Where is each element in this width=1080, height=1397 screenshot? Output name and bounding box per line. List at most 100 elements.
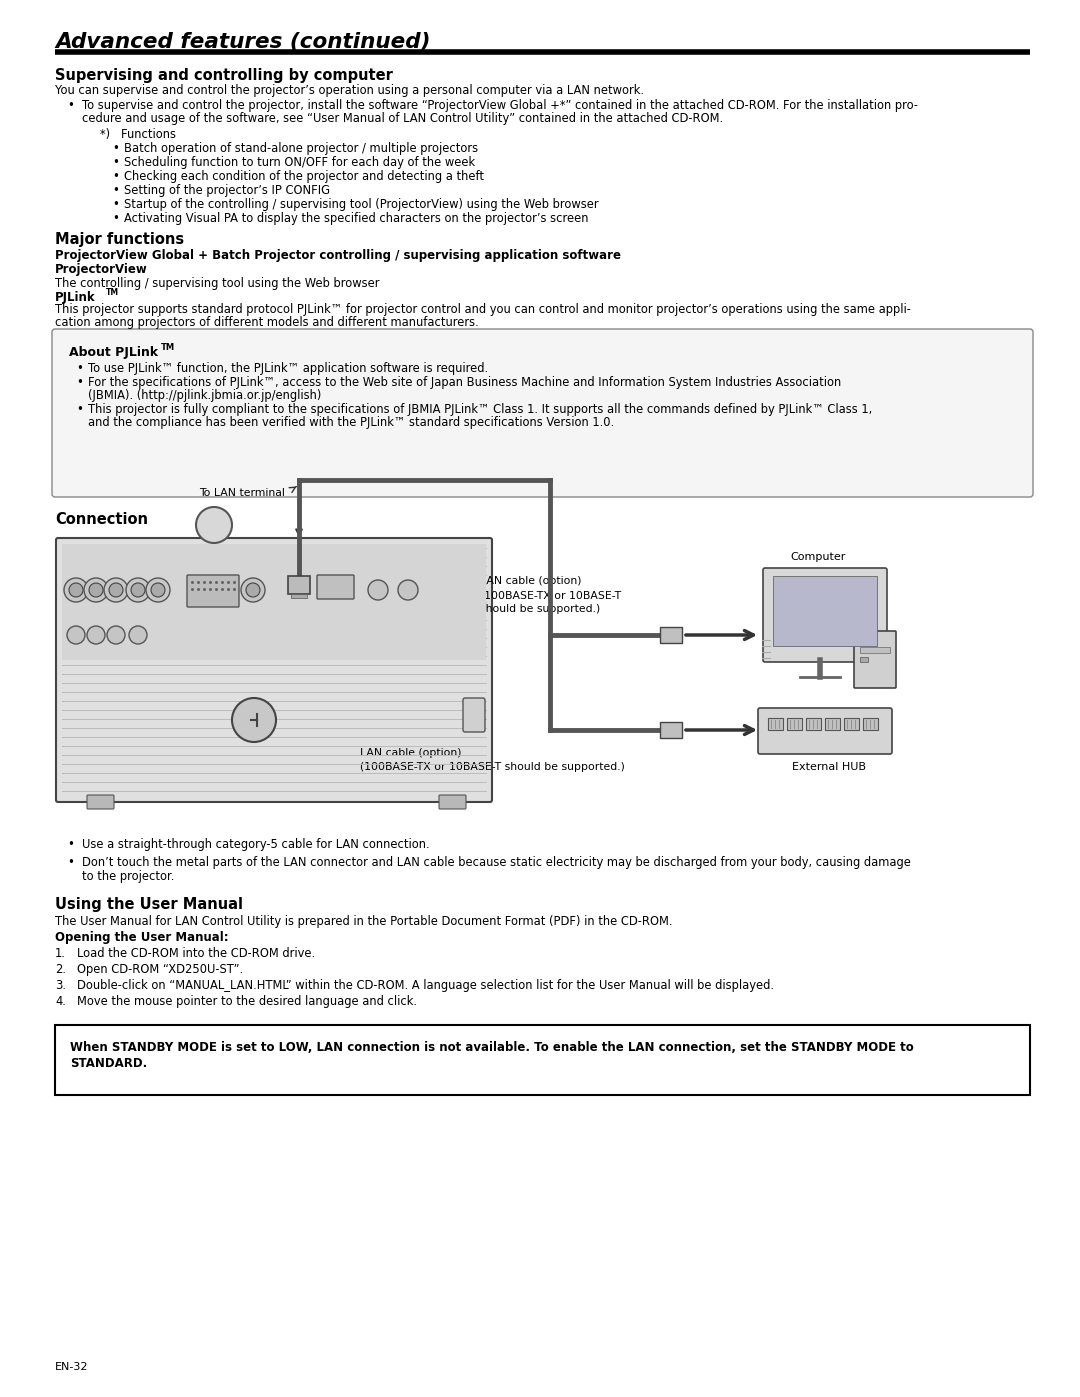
Circle shape [104, 578, 129, 602]
Text: •: • [76, 376, 83, 388]
Text: IN 1: IN 1 [153, 620, 165, 624]
Text: Load the CD-ROM into the CD-ROM drive.: Load the CD-ROM into the CD-ROM drive. [77, 947, 315, 960]
Text: 2.: 2. [55, 963, 66, 977]
Text: To supervise and control the projector, install the software “ProjectorView Glob: To supervise and control the projector, … [82, 99, 918, 112]
Circle shape [67, 626, 85, 644]
FancyBboxPatch shape [806, 718, 821, 731]
Circle shape [109, 583, 123, 597]
Text: VIDEO IN: VIDEO IN [113, 620, 141, 624]
Text: •: • [112, 142, 119, 155]
Text: Connection: Connection [55, 511, 148, 527]
FancyBboxPatch shape [854, 631, 896, 687]
Text: Opening the User Manual:: Opening the User Manual: [55, 930, 229, 944]
Circle shape [232, 698, 276, 742]
Text: MONITOR OUT: MONITOR OUT [198, 620, 243, 624]
Text: should be supported.): should be supported.) [480, 604, 600, 615]
Bar [62, 543, 486, 659]
Text: 3.: 3. [55, 979, 66, 992]
Circle shape [246, 583, 260, 597]
Circle shape [64, 578, 87, 602]
Text: The controlling / supervising tool using the Web browser: The controlling / supervising tool using… [55, 277, 379, 291]
Text: cedure and usage of the software, see “User Manual of LAN Control Utility” conta: cedure and usage of the software, see “U… [82, 112, 724, 124]
Text: The User Manual for LAN Control Utility is prepared in the Portable Document For: The User Manual for LAN Control Utility … [55, 915, 673, 928]
Bar [291, 594, 307, 598]
FancyBboxPatch shape [187, 576, 239, 608]
Circle shape [129, 626, 147, 644]
Text: •: • [112, 170, 119, 183]
Text: NORMAL: NORMAL [273, 620, 300, 624]
Text: ProjectorView: ProjectorView [55, 263, 148, 277]
Text: To use PJLink™ function, the PJLink™ application software is required.: To use PJLink™ function, the PJLink™ app… [87, 362, 488, 374]
Circle shape [241, 578, 265, 602]
Bar [660, 722, 681, 738]
Text: Scheduling function to turn ON/OFF for each day of the week: Scheduling function to turn ON/OFF for e… [124, 156, 475, 169]
Text: LAN cable (option): LAN cable (option) [360, 747, 461, 759]
FancyBboxPatch shape [463, 698, 485, 732]
Text: Setting of the projector’s IP CONFIG: Setting of the projector’s IP CONFIG [124, 184, 330, 197]
Text: Double-click on “MANUAL_LAN.HTML” within the CD-ROM. A language selection list f: Double-click on “MANUAL_LAN.HTML” within… [77, 979, 774, 992]
Circle shape [151, 583, 165, 597]
Text: •: • [76, 362, 83, 374]
Text: Using the User Manual: Using the User Manual [55, 897, 243, 912]
Text: (100BASE-TX or 10BASE-T should be supported.): (100BASE-TX or 10BASE-T should be suppor… [360, 761, 625, 773]
Text: Checking each condition of the projector and detecting a theft: Checking each condition of the projector… [124, 170, 484, 183]
Text: •: • [76, 402, 83, 416]
FancyBboxPatch shape [438, 795, 465, 809]
Text: COMPUTER: COMPUTER [323, 552, 357, 557]
Text: •: • [112, 212, 119, 225]
FancyBboxPatch shape [56, 538, 492, 802]
Text: Major functions: Major functions [55, 232, 184, 247]
FancyBboxPatch shape [863, 718, 878, 731]
Circle shape [368, 580, 388, 599]
Bar [773, 576, 877, 645]
Text: Advanced features (continued): Advanced features (continued) [55, 32, 431, 52]
Text: AUDIO OUT: AUDIO OUT [68, 620, 104, 624]
Circle shape [126, 578, 150, 602]
Text: Supervising and controlling by computer: Supervising and controlling by computer [55, 68, 393, 82]
Text: Move the mouse pointer to the desired language and click.: Move the mouse pointer to the desired la… [77, 995, 417, 1009]
Text: (100BASE-TX or 10BASE-T: (100BASE-TX or 10BASE-T [480, 590, 621, 599]
Text: ProjectorView Global + Batch Projector controlling / supervising application sof: ProjectorView Global + Batch Projector c… [55, 249, 621, 263]
FancyBboxPatch shape [825, 718, 840, 731]
Text: You can supervise and control the projector’s operation using a personal compute: You can supervise and control the projec… [55, 84, 644, 96]
Circle shape [89, 583, 103, 597]
Text: TM: TM [106, 288, 119, 298]
FancyBboxPatch shape [52, 330, 1032, 497]
Text: Computer: Computer [789, 552, 846, 562]
Text: For the specifications of PJLink™, access to the Web site of Japan Business Mach: For the specifications of PJLink™, acces… [87, 376, 841, 388]
Text: S: S [303, 620, 307, 624]
Text: AUDIO IN 1  AUDIO IN 2  S-VIDEO: AUDIO IN 1 AUDIO IN 2 S-VIDEO [68, 552, 172, 557]
Bar [660, 627, 681, 643]
Circle shape [146, 578, 170, 602]
Text: This projector supports standard protocol PJLink™ for projector control and you : This projector supports standard protoco… [55, 303, 910, 316]
Text: LAN cable (option): LAN cable (option) [480, 576, 581, 585]
Text: •: • [67, 838, 73, 851]
Text: •: • [112, 198, 119, 211]
Text: Batch operation of stand-alone projector / multiple projectors: Batch operation of stand-alone projector… [124, 142, 478, 155]
Text: When STANDBY MODE is set to LOW, LAN connection is not available. To enable the : When STANDBY MODE is set to LOW, LAN con… [70, 1041, 914, 1053]
FancyBboxPatch shape [318, 576, 354, 599]
Text: Open CD-ROM “XD250U-ST”.: Open CD-ROM “XD250U-ST”. [77, 963, 243, 977]
Text: •: • [112, 156, 119, 169]
Text: Startup of the controlling / supervising tool (ProjectorView) using the Web brow: Startup of the controlling / supervising… [124, 198, 598, 211]
Text: •: • [67, 856, 73, 869]
FancyBboxPatch shape [768, 718, 783, 731]
Circle shape [195, 507, 232, 543]
Text: cation among projectors of different models and different manufacturers.: cation among projectors of different mod… [55, 316, 478, 330]
Text: 4.: 4. [55, 995, 66, 1009]
FancyBboxPatch shape [87, 795, 114, 809]
Circle shape [84, 578, 108, 602]
FancyBboxPatch shape [843, 718, 859, 731]
Text: Use a straight-through category-5 cable for LAN connection.: Use a straight-through category-5 cable … [82, 838, 430, 851]
Bar [55, 1025, 1030, 1095]
FancyBboxPatch shape [758, 708, 892, 754]
Circle shape [69, 583, 83, 597]
Bar [860, 657, 868, 662]
Text: •: • [112, 184, 119, 197]
Text: To LAN terminal: To LAN terminal [199, 488, 285, 497]
Text: Activating Visual PA to display the specified characters on the projector’s scre: Activating Visual PA to display the spec… [124, 212, 589, 225]
FancyBboxPatch shape [787, 718, 802, 731]
Text: •: • [67, 99, 73, 112]
FancyBboxPatch shape [762, 569, 887, 662]
Circle shape [131, 583, 145, 597]
